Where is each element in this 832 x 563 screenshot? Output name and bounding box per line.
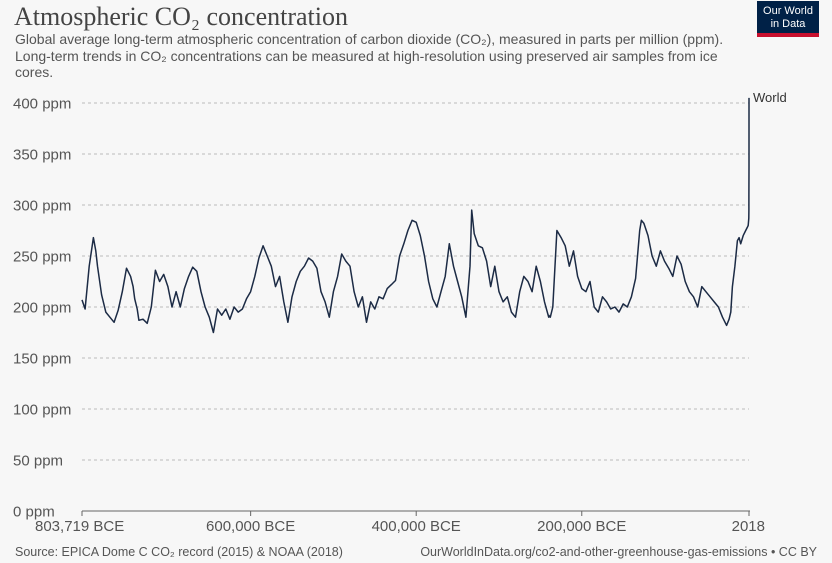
chart-title: Atmospheric CO₂ concentration [14, 2, 348, 31]
grid-lines [82, 102, 749, 461]
logo-line-1: Our World [763, 5, 813, 17]
y-tick-label: 250 ppm [13, 249, 71, 266]
series-layer: World [81, 90, 787, 334]
owid-logo[interactable]: Our World in Data [757, 1, 819, 37]
credit-note[interactable]: OurWorldInData.org/co2-and-other-greenho… [420, 545, 817, 559]
chart-subtitle: Global average long-term atmospheric con… [15, 31, 724, 80]
y-tick-label: 50 ppm [13, 453, 63, 470]
y-tick-label: 400 ppm [13, 96, 71, 113]
y-tick-label: 200 ppm [13, 300, 71, 317]
y-tick-label: 150 ppm [13, 351, 71, 368]
y-tick-label: 0 ppm [13, 504, 55, 521]
y-tick-label: 300 ppm [13, 198, 71, 215]
x-tick-label: 200,000 BCE [537, 518, 626, 535]
x-tick-label: 2018 [732, 518, 765, 535]
y-axis-ticks: 0 ppm 50 ppm 100 ppm 150 ppm 200 ppm 250 ppm 3… [13, 96, 71, 521]
x-tick-label: 400,000 BCE [372, 518, 461, 535]
series-label-world: World [753, 90, 787, 105]
x-axis-ticks: 803,719 BCE 600,000 BCE 400,000 BCE 200,000… [35, 511, 765, 535]
y-tick-label: 100 ppm [13, 402, 71, 419]
logo-line-2: in Data [770, 17, 806, 30]
source-note: Source: EPICA Dome C CO₂ record (2015) &… [15, 545, 343, 559]
x-tick-label: 803,719 BCE [35, 518, 124, 535]
x-tick-label: 600,000 BCE [206, 518, 295, 535]
y-tick-label: 350 ppm [13, 147, 71, 164]
series-line-world [81, 97, 750, 334]
